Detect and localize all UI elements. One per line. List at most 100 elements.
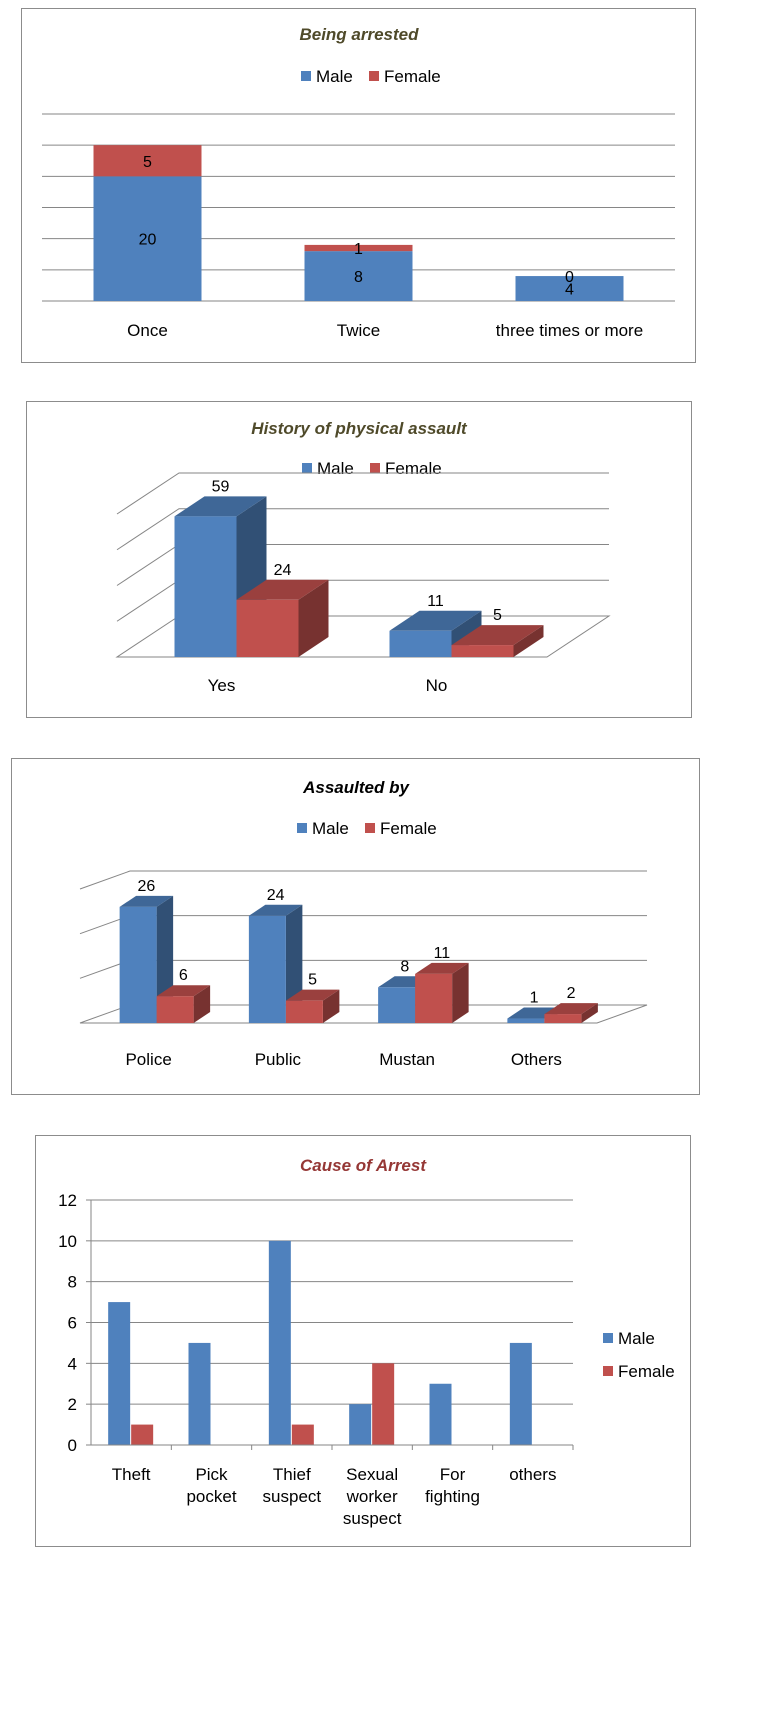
legend-label-male: Male xyxy=(317,459,354,478)
bar-side-female xyxy=(452,962,469,1023)
gridline xyxy=(79,870,647,890)
y-tick-label: 4 xyxy=(68,1354,77,1373)
bar-male xyxy=(188,1342,211,1445)
bar-male xyxy=(429,1383,452,1445)
x-tick-label-line: pocket xyxy=(186,1487,236,1506)
legend-swatch-male xyxy=(302,463,312,473)
x-tick-label: Sexual worker suspect xyxy=(343,1465,402,1528)
bar-top-male xyxy=(119,895,174,907)
x-tick-label: Yes xyxy=(208,676,236,695)
x-tick-label-line: Theft xyxy=(112,1465,151,1484)
chart-panel-being-arrested: Being arrested Male Female 20 5 Once 8 1 Twice 4 0… xyxy=(21,8,696,363)
x-tick-label: Mustan xyxy=(379,1050,435,1069)
bar-female xyxy=(93,145,202,177)
x-tick-label-line: others xyxy=(509,1465,556,1484)
data-label-female: 24 xyxy=(274,562,292,579)
bar-male xyxy=(93,176,202,301)
bar-female xyxy=(156,996,194,1023)
bar-top-female xyxy=(236,579,329,600)
x-tick-label: For fighting xyxy=(425,1465,480,1506)
legend-swatch-male xyxy=(301,71,311,81)
x-tick-label: Theft xyxy=(112,1465,151,1484)
data-label-male: 8 xyxy=(354,269,363,286)
bar-top-male xyxy=(248,904,303,916)
chart-panel-physical-assault: History of physical assault Male Female 59 2… xyxy=(26,401,692,718)
bar-female xyxy=(304,244,413,252)
chart-being-arrested: Being arrested Male Female 20 5 Once 8 1 Twice 40… xyxy=(42,25,675,340)
chart-panel-cause-of-arrest: Cause of Arrest 0 2 4 6 8 10 12 Theft Pick pocket T… xyxy=(35,1135,691,1547)
bar-top-female xyxy=(156,985,211,997)
legend-label-female: Female xyxy=(618,1362,675,1381)
bar-male xyxy=(108,1302,131,1445)
legend-swatch-female xyxy=(603,1366,613,1376)
bar-female xyxy=(451,645,514,657)
bar-top-male xyxy=(174,496,267,517)
data-label-female: 0 xyxy=(565,269,574,286)
bar-female xyxy=(291,1424,314,1445)
bar-side-female xyxy=(322,989,340,1023)
data-label-female: 5 xyxy=(143,154,152,171)
x-tick-label-line: suspect xyxy=(263,1487,322,1506)
legend-label-male: Male xyxy=(618,1329,655,1348)
gridline xyxy=(116,472,609,515)
legend-label-female: Female xyxy=(385,459,442,478)
x-tick-label: Police xyxy=(125,1050,171,1069)
y-tick-label: 6 xyxy=(68,1314,77,1333)
x-tick-label: Public xyxy=(255,1050,302,1069)
data-label-male: 8 xyxy=(400,958,409,975)
bar-top-female xyxy=(544,1003,598,1015)
data-label-male: 24 xyxy=(267,887,285,904)
chart-title: Assaulted by xyxy=(302,778,410,797)
chart-panel-assaulted-by: Assaulted by Male Female 26 6 Police 24 5 Public… xyxy=(11,758,700,1095)
x-tick-label-line: For xyxy=(440,1465,466,1484)
x-tick-label-line: suspect xyxy=(343,1509,402,1528)
y-tick-label: 8 xyxy=(68,1273,77,1292)
legend-swatch-male xyxy=(297,823,307,833)
data-label-male: 59 xyxy=(212,478,230,495)
bar-side-female xyxy=(513,625,544,657)
bar-female xyxy=(415,973,453,1023)
chart-title: History of physical assault xyxy=(251,419,468,438)
data-label-female: 2 xyxy=(567,985,576,1002)
bar-male xyxy=(248,915,286,1023)
x-tick-label: No xyxy=(426,676,448,695)
legend-swatch-male xyxy=(603,1333,613,1343)
bar-male xyxy=(119,906,157,1023)
x-tick-label: Others xyxy=(511,1050,562,1069)
legend-label-male: Male xyxy=(316,67,353,86)
data-label-male: 1 xyxy=(530,990,539,1007)
bar-male xyxy=(268,1240,291,1445)
data-label-male: 4 xyxy=(565,282,574,299)
y-tick-label: 0 xyxy=(68,1436,77,1455)
x-tick-label: others xyxy=(509,1465,556,1484)
legend-swatch-female xyxy=(369,71,379,81)
bar-male xyxy=(515,276,624,301)
bar-top-male xyxy=(389,610,482,631)
bar-female xyxy=(285,1000,323,1023)
data-label-female: 6 xyxy=(179,967,188,984)
chart-title: Being arrested xyxy=(299,25,419,44)
bar-male xyxy=(174,516,237,657)
bar-female xyxy=(236,599,299,657)
x-tick-label-line: fighting xyxy=(425,1487,480,1506)
bar-side-female xyxy=(581,1003,598,1023)
data-label-female: 5 xyxy=(493,607,502,624)
data-label-female: 1 xyxy=(354,241,363,258)
bar-male xyxy=(349,1404,372,1445)
data-label-male: 11 xyxy=(427,593,444,610)
y-tick-label: 2 xyxy=(68,1395,77,1414)
bar-male xyxy=(389,630,452,657)
data-label-male: 20 xyxy=(139,232,157,249)
y-tick-label: 12 xyxy=(58,1191,77,1210)
data-label-female: 11 xyxy=(434,945,451,962)
chart-assaulted-by: Assaulted by Male Female 26 6 Police 24 5 Public… xyxy=(79,778,648,1069)
data-label-female: 5 xyxy=(308,972,317,989)
x-tick-label: Thief suspect xyxy=(263,1465,322,1506)
x-tick-label-line: Sexual xyxy=(346,1465,398,1484)
x-tick-label: three times or more xyxy=(496,321,643,340)
bar-female xyxy=(372,1363,395,1445)
x-tick-label-line: Thief xyxy=(273,1465,311,1484)
bar-top-female xyxy=(285,989,340,1001)
bar-top-female xyxy=(451,625,544,646)
data-label-male: 26 xyxy=(137,878,155,895)
